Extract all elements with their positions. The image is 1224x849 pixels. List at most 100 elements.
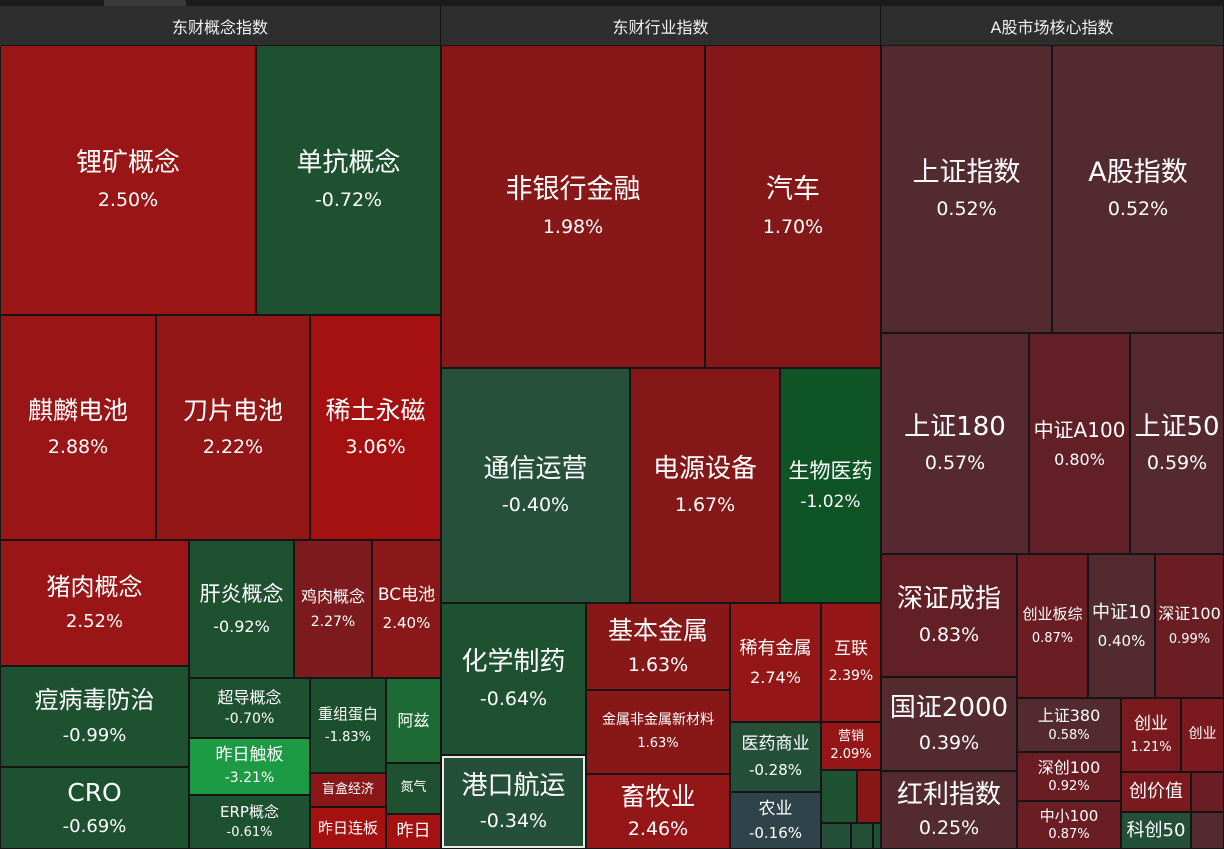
tile-internet[interactable]: 互联 2.39% xyxy=(821,603,881,722)
tile-base-metals[interactable]: 基本金属 1.63% xyxy=(586,603,730,690)
tile-yesterday-limit[interactable]: 昨日连板 xyxy=(310,807,386,849)
tile-name: 营销 xyxy=(837,728,864,744)
tile-name: 中证A100 xyxy=(1033,417,1126,442)
tile-pct: -0.61% xyxy=(226,824,273,840)
tile-pct: 0.80% xyxy=(1054,449,1105,469)
tile-pct: 1.70% xyxy=(762,215,824,238)
tile-chinext-value[interactable]: 创价值 xyxy=(1121,772,1191,812)
tile-small-3[interactable] xyxy=(821,823,851,849)
tile-name: 超导概念 xyxy=(217,687,282,707)
tile-pct: -0.40% xyxy=(501,494,570,517)
tile-chicken[interactable]: 鸡肉概念 2.27% xyxy=(294,540,372,678)
tile-yesterday[interactable]: 昨日 xyxy=(386,814,441,849)
tile-szse-component[interactable]: 深证成指 0.83% xyxy=(881,554,1017,677)
tile-pharma-commerce[interactable]: 医药商业 -0.28% xyxy=(730,722,821,792)
tile-name: 医药商业 xyxy=(741,734,810,755)
tile-name: 港口航运 xyxy=(461,771,566,802)
tile-rare-metals[interactable]: 稀有金属 2.74% xyxy=(730,603,821,722)
tile-name: 农业 xyxy=(758,798,793,819)
tile-marketing[interactable]: 营销 2.09% xyxy=(821,722,881,770)
tile-csi-a100[interactable]: 中证A100 0.80% xyxy=(1029,333,1130,554)
tile-pct: -0.99% xyxy=(62,724,127,746)
tile-bc-battery[interactable]: BC电池 2.40% xyxy=(372,540,441,678)
tile-pct: 3.06% xyxy=(345,435,406,458)
tile-sse-180[interactable]: 上证180 0.57% xyxy=(881,333,1029,554)
tile-dividend-index[interactable]: 红利指数 0.25% xyxy=(881,771,1017,849)
tile-pct: -0.70% xyxy=(224,711,275,728)
top-strip xyxy=(0,0,1224,6)
tile-sse-50[interactable]: 上证50 0.59% xyxy=(1130,333,1224,554)
tile-cro[interactable]: CRO -0.69% xyxy=(0,767,189,849)
tile-pork[interactable]: 猪肉概念 2.52% xyxy=(0,540,189,666)
tile-name: 深证成指 xyxy=(896,583,1001,614)
tile-name: 通信运营 xyxy=(483,453,588,484)
tile-sse-380[interactable]: 上证380 0.58% xyxy=(1017,698,1121,752)
tile-name: BC电池 xyxy=(377,585,436,606)
tile-power-equipment[interactable]: 电源设备 1.67% xyxy=(630,368,780,603)
tile-pct: 2.52% xyxy=(65,611,124,633)
tile-biomedicine[interactable]: 生物医药 -1.02% xyxy=(780,368,881,603)
tile-superconductor[interactable]: 超导概念 -0.70% xyxy=(189,678,310,738)
tile-small-core-1[interactable] xyxy=(1191,772,1224,812)
tile-chemical-pharma[interactable]: 化学制药 -0.64% xyxy=(441,603,586,755)
tile-star-50[interactable]: 科创50 xyxy=(1121,812,1191,849)
tile-pct: 0.58% xyxy=(1048,728,1090,744)
tile-qilin-battery[interactable]: 麒麟电池 2.88% xyxy=(0,315,156,540)
tile-alzheimer[interactable]: 阿兹 xyxy=(386,678,441,763)
tile-erp[interactable]: ERP概念 -0.61% xyxy=(189,795,310,849)
tile-sme-100[interactable]: 中小100 0.87% xyxy=(1017,801,1121,849)
tile-name: 红利指数 xyxy=(896,780,1001,811)
tile-recombinant-protein[interactable]: 重组蛋白 -1.83% xyxy=(310,678,386,773)
tile-pct: 2.74% xyxy=(750,667,801,687)
tile-name: 昨日连板 xyxy=(317,818,378,837)
tile-name: 锂矿概念 xyxy=(75,148,180,179)
tile-monoclonal-antibody[interactable]: 单抗概念 -0.72% xyxy=(256,45,441,315)
tile-name: 汽车 xyxy=(766,174,820,206)
tile-name: 化学制药 xyxy=(461,647,566,678)
tile-a-share-index[interactable]: A股指数 0.52% xyxy=(1052,45,1224,333)
tile-small-5[interactable] xyxy=(873,823,881,849)
tile-animal-husbandry[interactable]: 畜牧业 2.46% xyxy=(586,774,730,849)
tile-csi-1000[interactable]: 中证10 0.40% xyxy=(1088,554,1155,698)
tile-pct: -0.92% xyxy=(213,616,270,636)
tile-blind-box[interactable]: 盲盒经济 xyxy=(310,773,386,807)
tile-nitrogen[interactable]: 氮气 xyxy=(386,763,441,814)
tile-name: A股指数 xyxy=(1088,156,1188,188)
tile-agriculture[interactable]: 农业 -0.16% xyxy=(730,792,821,849)
tile-pct: 0.57% xyxy=(924,452,986,475)
tile-small-2[interactable] xyxy=(857,770,881,823)
tile-monkeypox[interactable]: 痘病毒防治 -0.99% xyxy=(0,666,189,767)
tile-port-shipping[interactable]: 港口航运 -0.34% xyxy=(441,755,586,849)
tile-small-4[interactable] xyxy=(851,823,873,849)
tile-small-core-2[interactable] xyxy=(1191,812,1224,849)
tile-name: 猪肉概念 xyxy=(46,572,143,601)
tile-chinext[interactable]: 创业 1.21% xyxy=(1121,698,1181,772)
tile-name: 稀有金属 xyxy=(739,637,812,659)
tile-yesterday-touch[interactable]: 昨日触板 -3.21% xyxy=(189,738,310,795)
tile-blade-battery[interactable]: 刀片电池 2.22% xyxy=(156,315,310,540)
tile-pct: 1.63% xyxy=(637,735,679,751)
tile-non-bank-finance[interactable]: 非银行金融 1.98% xyxy=(441,45,705,368)
tile-name: 上证指数 xyxy=(912,156,1021,188)
tile-rare-earth-magnet[interactable]: 稀土永磁 3.06% xyxy=(310,315,441,540)
tile-hepatitis[interactable]: 肝炎概念 -0.92% xyxy=(189,540,294,678)
tile-cnindex-2000[interactable]: 国证2000 0.39% xyxy=(881,677,1017,771)
top-tab[interactable] xyxy=(104,0,186,6)
tile-lithium-mining[interactable]: 锂矿概念 2.50% xyxy=(0,45,256,315)
tile-pct: -0.28% xyxy=(748,761,803,780)
tile-sse-composite[interactable]: 上证指数 0.52% xyxy=(881,45,1052,333)
tile-szse-100[interactable]: 深证100 0.99% xyxy=(1155,554,1224,698)
tile-sz-innovation-100[interactable]: 深创100 0.92% xyxy=(1017,752,1121,801)
tile-small-1[interactable] xyxy=(821,770,857,823)
tile-pct: 2.09% xyxy=(830,747,872,762)
tile-pct: 2.22% xyxy=(202,435,264,458)
tile-name: 氮气 xyxy=(400,780,427,796)
tile-name: 电源设备 xyxy=(652,453,757,484)
tile-metal-nonmetal-materials[interactable]: 金属非金属新材料 1.63% xyxy=(586,690,730,774)
tile-chinext-2[interactable]: 创业 xyxy=(1181,698,1224,772)
tile-automobile[interactable]: 汽车 1.70% xyxy=(705,45,881,368)
tile-pct: -0.64% xyxy=(479,687,548,710)
tile-telecom-operation[interactable]: 通信运营 -0.40% xyxy=(441,368,630,603)
tile-chinext-composite[interactable]: 创业板综 0.87% xyxy=(1017,554,1088,698)
tile-pct: 0.40% xyxy=(1097,631,1146,650)
